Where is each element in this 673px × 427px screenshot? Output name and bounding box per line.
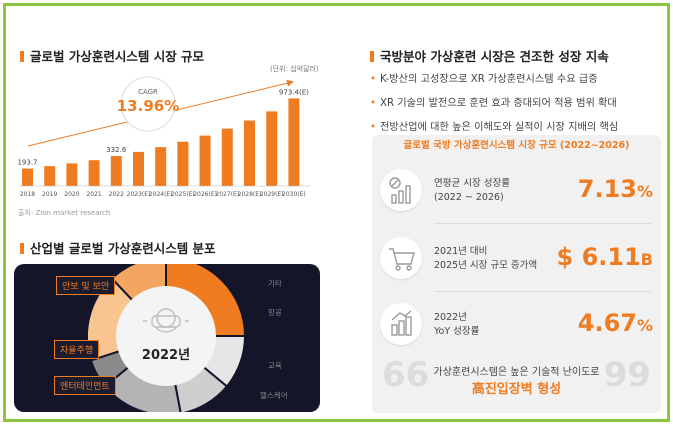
bar <box>221 128 233 186</box>
x-tick-label: 2020 <box>64 191 79 198</box>
bar <box>44 166 56 186</box>
dollar-growth-icon <box>380 303 422 345</box>
data-label: 193.7 <box>17 159 37 167</box>
unit-label: (단위: 십억달러) <box>270 65 319 73</box>
label-aviation: 항공 <box>268 308 282 317</box>
distribution-panel: 2022년 안보 및 보안 자율주행 엔터테인먼트 기타 항공 교육 헬스케어 <box>14 264 320 412</box>
defense-market-title: 국방분야 가상훈련 시장은 견조한 성장 지속 <box>370 46 609 65</box>
cagr-value: 13.96% <box>117 97 179 115</box>
x-tick-label: 2018 <box>20 191 35 198</box>
bar <box>177 141 189 186</box>
label-education: 교육 <box>268 361 282 370</box>
distribution-donut-chart: 2022년 <box>86 264 247 412</box>
divider <box>434 291 651 292</box>
bar-growth-icon <box>380 169 422 211</box>
label-healthcare: 헬스케어 <box>260 391 288 400</box>
source-note: 출처: Zion market research <box>18 209 111 217</box>
bar <box>133 151 144 186</box>
x-tick-label: 2030(E) <box>282 191 306 198</box>
x-tick-label: 2028(E) <box>238 191 262 198</box>
key-point: K-방산의 고성장으로 XR 가상훈련시스템 수요 급증 <box>370 70 618 85</box>
label-entertainment: 엔터테인먼트 <box>54 376 116 395</box>
close-quote-icon: 99 <box>603 355 651 395</box>
title-marker <box>20 51 24 62</box>
stat-label: 2022년 YoY 성장률 <box>434 312 480 337</box>
conclusion-line2: 高진입장벽 형성 <box>471 382 562 397</box>
label-autonomous-driving: 자율주행 <box>54 340 100 359</box>
bar <box>199 135 211 186</box>
vr-headset-icon <box>143 308 189 333</box>
stat-label: 2021년 대비 2025년 시장 규모 증가액 <box>434 246 538 271</box>
key-point: 전방산업에 대한 높은 이해도와 실적이 시장 지배의 핵심 <box>370 118 618 133</box>
label-security: 안보 및 보안 <box>56 276 116 295</box>
stat-value: $ 6.11B <box>556 243 653 271</box>
stat-increase: 2021년 대비 2025년 시장 규모 증가액 $ 6.11B <box>372 235 661 283</box>
x-tick-label: 2029(E) <box>260 191 284 198</box>
data-label: 973.4(E) <box>279 88 309 96</box>
bar <box>288 98 300 186</box>
bar <box>110 156 122 186</box>
bar <box>22 168 33 186</box>
x-tick-label: 2021 <box>86 191 101 198</box>
x-tick-label: 2027(E) <box>215 191 239 198</box>
stat-cagr: 연평균 시장 성장률 (2022 ~ 2026) 7.13% <box>372 167 661 215</box>
stat-yoy: 2022년 YoY 성장률 4.67% <box>372 301 661 349</box>
stat-value: 7.13% <box>577 175 653 203</box>
x-tick-label: 2025(E) <box>171 191 195 198</box>
market-size-title: 글로벌 가상훈련시스템 시장 규모 <box>20 46 204 65</box>
bar <box>266 111 278 186</box>
defense-stats-panel: 글로벌 국방 가상훈련시스템 시장 규모 (2022~2026) 연평균 시장 … <box>372 135 661 413</box>
donut-hole <box>116 286 216 386</box>
key-point: XR 기술의 발전으로 훈련 효과 증대되어 적용 범위 확대 <box>370 94 618 109</box>
open-quote-icon: 66 <box>382 355 430 395</box>
title-marker <box>20 243 24 254</box>
title-marker <box>370 51 374 62</box>
cart-icon <box>380 237 422 279</box>
conclusion-line1: 가상훈련시스템은 높은 기술적 난이도로 <box>433 367 600 378</box>
distribution-title: 산업별 글로벌 가상훈련시스템 분포 <box>20 238 216 257</box>
key-points-list: K-방산의 고성장으로 XR 가상훈련시스템 수요 급증 XR 기술의 발전으로… <box>370 70 618 142</box>
panel-title: 글로벌 국방 가상훈련시스템 시장 규모 (2022~2026) <box>403 140 630 151</box>
x-tick-label: 2023(E) <box>127 191 151 198</box>
stat-value: 4.67% <box>577 309 653 337</box>
cagr-label: CAGR <box>138 88 158 96</box>
x-tick-label: 2022 <box>109 191 124 198</box>
x-tick-label: 2019 <box>42 191 57 198</box>
data-label: 332.6 <box>106 146 127 154</box>
x-tick-label: 2024(E) <box>149 191 173 198</box>
cagr-circle <box>120 76 176 132</box>
x-tick-label: 2026(E) <box>193 191 217 198</box>
bar <box>66 163 78 186</box>
bar <box>244 120 255 186</box>
label-other: 기타 <box>268 279 282 288</box>
donut-center-label: 2022년 <box>142 348 190 363</box>
stat-label: 연평균 시장 성장률 (2022 ~ 2026) <box>434 178 510 203</box>
bar <box>88 160 100 186</box>
bar <box>155 147 167 186</box>
divider <box>434 223 651 224</box>
